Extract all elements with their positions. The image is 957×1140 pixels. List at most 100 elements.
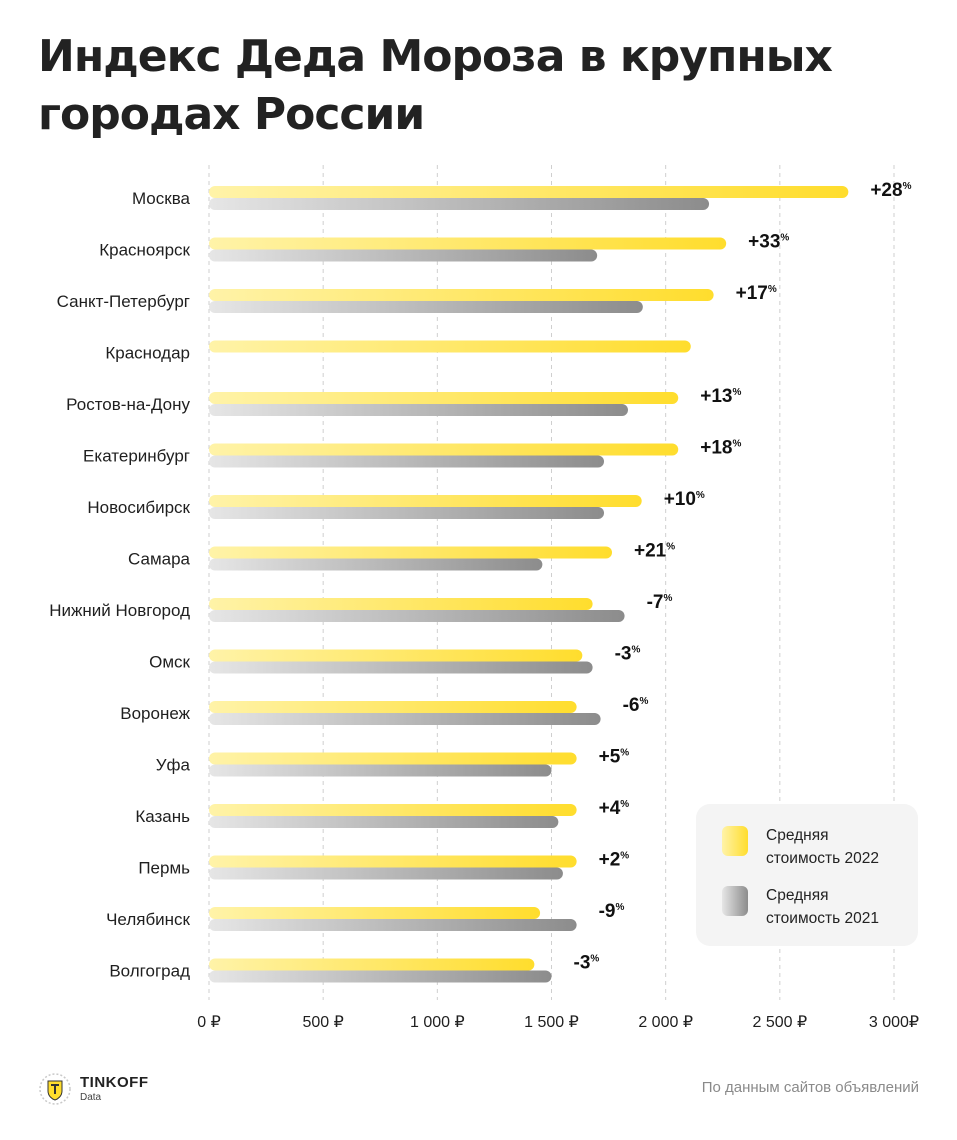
- bar-2022: [209, 443, 679, 456]
- bar-2022: [209, 649, 583, 662]
- percent-sign: %: [616, 902, 625, 913]
- bar-2022: [209, 340, 691, 353]
- change-label: +21%: [634, 541, 675, 562]
- bar-2022: [209, 495, 642, 507]
- legend-label-2022: Средняя стоимость 2022: [766, 824, 916, 870]
- city-label: Челябинск: [106, 910, 190, 929]
- city-label: Нижний Новгород: [49, 601, 190, 620]
- change-label: +13%: [700, 386, 741, 407]
- bar-2022: [209, 186, 849, 198]
- bar-2022: [209, 701, 577, 713]
- bar-2021: [209, 867, 563, 880]
- city-label: Пермь: [138, 859, 190, 878]
- percent-sign: %: [903, 181, 912, 192]
- x-tick-label: 0 ₽: [197, 1014, 221, 1031]
- city-label: Волгоград: [109, 962, 190, 981]
- city-label: Екатеринбург: [83, 447, 190, 466]
- bar-2021: [209, 919, 577, 931]
- change-label: -6%: [623, 695, 649, 716]
- bar-2021: [209, 661, 593, 674]
- city-label: Санкт-Петербург: [57, 292, 190, 311]
- percent-sign: %: [639, 696, 648, 707]
- bar-2021: [209, 301, 643, 313]
- bar-2022: [209, 237, 727, 250]
- legend-swatch-2022: [722, 826, 748, 856]
- percent-sign: %: [696, 490, 705, 501]
- change-label: +18%: [700, 438, 741, 459]
- city-label: Москва: [132, 189, 191, 208]
- percent-sign: %: [620, 851, 629, 862]
- source-note: По данным сайтов объявлений: [701, 1079, 919, 1096]
- legend: Средняя стоимость 2022 Средняя стоимость…: [696, 804, 918, 946]
- city-label: Новосибирск: [87, 498, 190, 517]
- change-label: +17%: [736, 283, 777, 304]
- percent-sign: %: [768, 284, 777, 295]
- change-label: -7%: [647, 592, 673, 613]
- bar-2022: [209, 392, 679, 404]
- change-label: +33%: [748, 232, 789, 253]
- legend-label-2021-line1: Средняя: [766, 887, 829, 904]
- bar-2022: [209, 598, 593, 610]
- city-label: Омск: [149, 653, 190, 672]
- legend-label-2021: Средняя стоимость 2021: [766, 884, 916, 930]
- percent-sign: %: [732, 387, 741, 398]
- change-label: +2%: [599, 850, 630, 871]
- bar-2022: [209, 958, 535, 971]
- bar-2021: [209, 610, 625, 622]
- city-label: Красноярск: [99, 241, 190, 260]
- x-tick-label: 2 500 ₽: [752, 1014, 807, 1031]
- percent-sign: %: [666, 542, 675, 553]
- brand-name: TINKOFF: [80, 1074, 149, 1091]
- x-tick-label: 500 ₽: [303, 1014, 344, 1031]
- x-tick-label: 1 000 ₽: [410, 1014, 465, 1031]
- legend-label-2022-line1: Средняя: [766, 827, 829, 844]
- percent-sign: %: [632, 645, 641, 656]
- bar-2021: [209, 455, 605, 468]
- chart-title: Индекс Деда Мороза в крупных городах Рос…: [38, 31, 833, 140]
- change-label: +10%: [664, 489, 705, 510]
- bar-2021: [209, 764, 552, 777]
- bar-2021: [209, 816, 559, 828]
- percent-sign: %: [780, 233, 789, 244]
- brand-subtitle: Data: [80, 1092, 102, 1103]
- x-tick-label: 1 500 ₽: [524, 1014, 579, 1031]
- bar-2021: [209, 404, 628, 416]
- change-label: +5%: [599, 747, 630, 768]
- grid-lines: [208, 165, 895, 1000]
- bar-2022: [209, 907, 541, 919]
- bar-2021: [209, 970, 552, 983]
- percent-sign: %: [620, 799, 629, 810]
- change-label: +4%: [599, 798, 630, 819]
- bar-2022: [209, 855, 577, 868]
- city-label: Ростов-на-Дону: [66, 395, 190, 414]
- bar-2021: [209, 558, 543, 571]
- bar-chart: 0 ₽ 500 ₽ 1 000 ₽ 1 500 ₽ 2 000 ₽ 2 500 ₽ 3 00…: [49, 165, 919, 1031]
- bar-2021: [209, 507, 605, 519]
- bar-2022: [209, 546, 613, 559]
- city-label: Казань: [135, 807, 190, 826]
- percent-sign: %: [732, 439, 741, 450]
- bar-2021: [209, 249, 598, 262]
- change-label: -3%: [615, 644, 641, 665]
- bars: [209, 186, 849, 983]
- x-tick-label: 3 000₽: [869, 1014, 919, 1031]
- legend-label-2021-line2: стоимость 2021: [766, 910, 879, 927]
- percent-sign: %: [590, 954, 599, 965]
- bar-2022: [209, 804, 577, 816]
- legend-label-2022-line2: стоимость 2022: [766, 850, 879, 867]
- bar-2021: [209, 198, 710, 210]
- percent-sign: %: [620, 748, 629, 759]
- bar-2022: [209, 289, 714, 301]
- bar-2021: [209, 713, 601, 725]
- change-label: -9%: [599, 901, 625, 922]
- bar-2022: [209, 752, 577, 765]
- city-label: Уфа: [156, 756, 191, 775]
- percent-sign: %: [663, 593, 672, 604]
- change-label: -3%: [574, 953, 600, 974]
- change-label: +28%: [870, 180, 911, 201]
- tinkoff-crest-icon: [39, 1073, 71, 1105]
- city-label: Воронеж: [120, 704, 190, 723]
- city-label: Самара: [128, 550, 191, 569]
- city-label: Краснодар: [105, 344, 190, 363]
- x-tick-label: 2 000 ₽: [638, 1014, 693, 1031]
